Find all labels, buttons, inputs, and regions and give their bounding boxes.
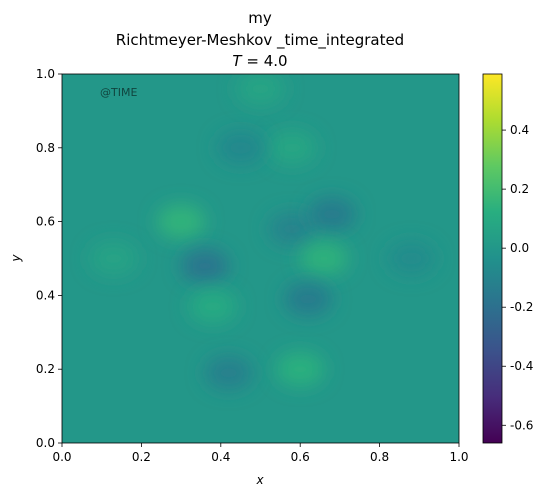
y-tick-label: 0.6 bbox=[36, 215, 55, 229]
heatmap-feature bbox=[268, 130, 317, 165]
heatmap-feature bbox=[387, 241, 436, 276]
heatmap-feature bbox=[300, 241, 349, 276]
x-axis-label: x bbox=[255, 473, 264, 487]
x-tick-label: 1.0 bbox=[449, 450, 468, 464]
y-axis: 0.0 0.2 0.4 0.6 0.8 1.0 bbox=[36, 67, 62, 450]
y-tick-label: 0.2 bbox=[36, 362, 55, 376]
colorbar: -0.6 -0.4 -0.2 0.0 0.2 0.4 bbox=[482, 73, 533, 444]
x-axis: 0.0 0.2 0.4 0.6 0.8 1.0 bbox=[52, 443, 469, 464]
chart-title: my Richtmeyer-Meshkov _time_integrated T… bbox=[116, 9, 404, 70]
heatmap-feature bbox=[89, 241, 138, 276]
heatmap-feature bbox=[180, 248, 229, 283]
x-tick-label: 0.0 bbox=[52, 450, 71, 464]
heatmap-feature bbox=[204, 355, 253, 390]
x-tick-label: 0.4 bbox=[211, 450, 230, 464]
plot-frame bbox=[61, 73, 460, 444]
colorbar-ticks: -0.6 -0.4 -0.2 0.0 0.2 0.4 bbox=[502, 123, 533, 432]
x-tick-label: 0.2 bbox=[132, 450, 151, 464]
watermark: @TIME bbox=[100, 86, 137, 99]
y-axis-label: y bbox=[9, 254, 23, 263]
heatmap-feature bbox=[216, 130, 265, 165]
title-line-2: Richtmeyer-Meshkov _time_integrated bbox=[116, 31, 404, 50]
colorbar-tick-label: 0.2 bbox=[510, 182, 529, 196]
heatmap-features bbox=[89, 74, 436, 390]
heatmap-feature bbox=[284, 282, 333, 317]
y-tick-label: 1.0 bbox=[36, 67, 55, 81]
heatmap-feature bbox=[276, 352, 325, 387]
heatmap-feature bbox=[307, 197, 356, 232]
heatmap-area bbox=[62, 74, 459, 443]
title-math-rest: = 4.0 bbox=[242, 52, 288, 70]
colorbar-tick-label: -0.2 bbox=[510, 300, 533, 314]
y-tick-label: 0.0 bbox=[36, 436, 55, 450]
colorbar-bar bbox=[482, 73, 503, 444]
colorbar-tick-label: 0.0 bbox=[510, 241, 529, 255]
y-tick-label: 0.8 bbox=[36, 141, 55, 155]
y-tick-label: 0.4 bbox=[36, 288, 55, 302]
heatmap-feature bbox=[157, 204, 206, 239]
colorbar-tick-label: -0.4 bbox=[510, 359, 533, 373]
heatmap-feature bbox=[268, 211, 317, 246]
colorbar-tick-label: -0.6 bbox=[510, 418, 533, 432]
title-line-1: my bbox=[248, 9, 272, 27]
heatmap-feature bbox=[188, 289, 237, 324]
colorbar-tick-label: 0.4 bbox=[510, 123, 529, 137]
title-line-3: T = 4.0 bbox=[232, 52, 287, 70]
heatmap-feature bbox=[236, 74, 285, 106]
x-tick-label: 0.6 bbox=[291, 450, 310, 464]
title-math-italic: T bbox=[232, 52, 243, 70]
x-tick-label: 0.8 bbox=[370, 450, 389, 464]
